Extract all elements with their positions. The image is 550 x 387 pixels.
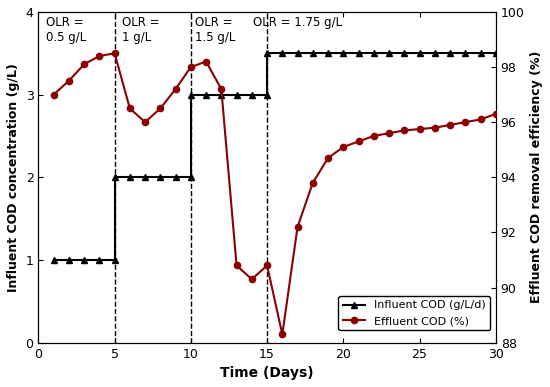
Text: OLR =
1.5 g/L: OLR = 1.5 g/L [195,16,236,44]
Legend: Influent COD (g/L/d), Effluent COD (%): Influent COD (g/L/d), Effluent COD (%) [338,296,490,330]
Y-axis label: Influent COD concentration (g/L): Influent COD concentration (g/L) [7,63,20,292]
Text: OLR =
1 g/L: OLR = 1 g/L [122,16,160,44]
Text: OLR =
0.5 g/L: OLR = 0.5 g/L [46,16,86,44]
Y-axis label: Effluent COD removal efficiency (%): Effluent COD removal efficiency (%) [530,51,543,303]
Text: OLR = 1.75 g/L: OLR = 1.75 g/L [253,16,342,29]
X-axis label: Time (Days): Time (Days) [220,366,314,380]
